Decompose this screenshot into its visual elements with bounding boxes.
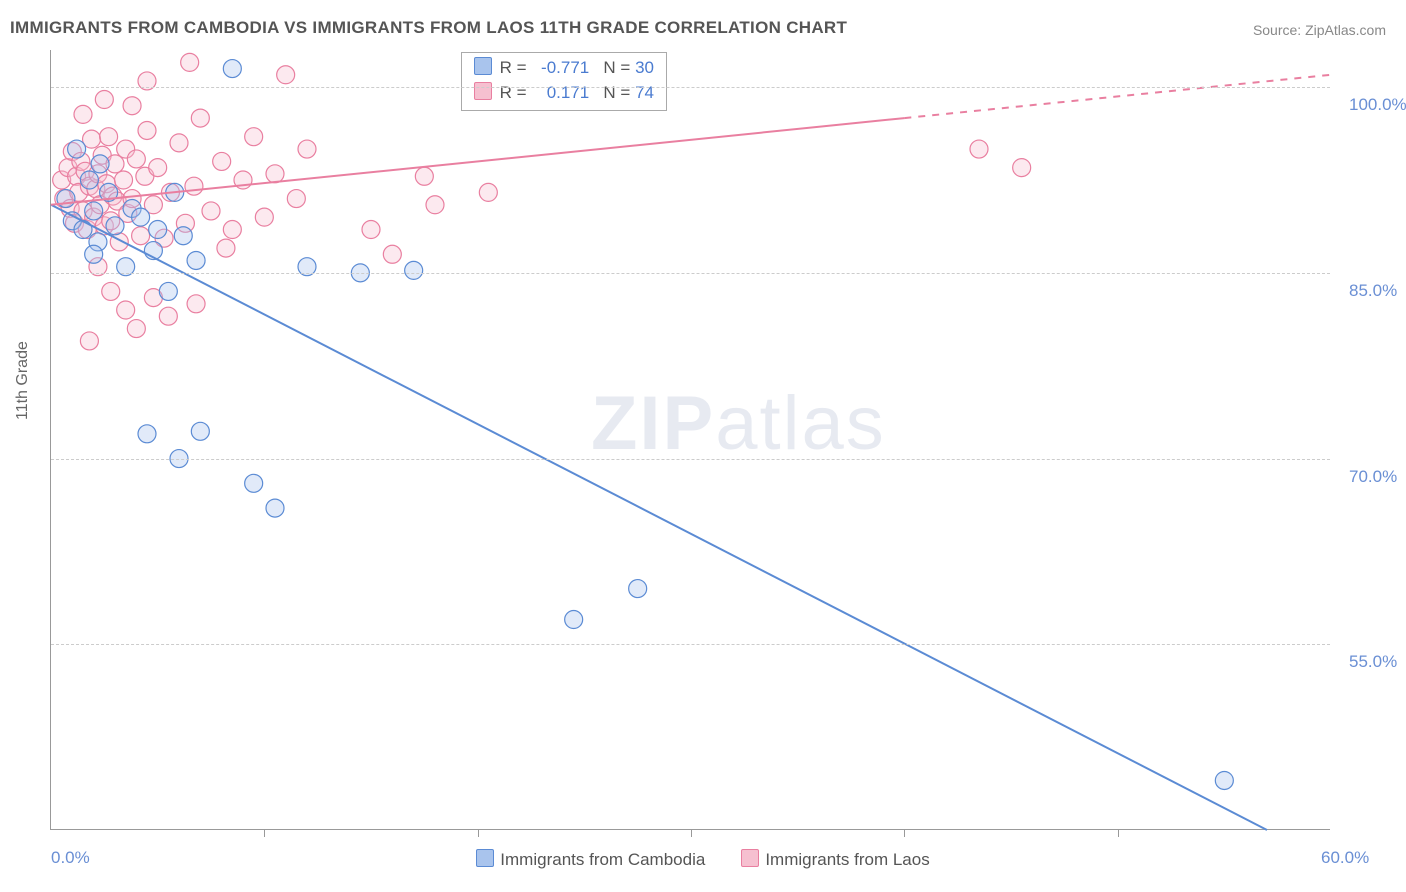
x-tick [691,829,692,837]
y-tick-label: 85.0% [1349,281,1397,301]
y-axis-label: 11th Grade [14,341,32,420]
stats-row: R = 0.171 N = 74 [474,81,654,106]
scatter-point [123,97,141,115]
scatter-point [132,227,150,245]
scatter-point [127,150,145,168]
scatter-point [159,282,177,300]
y-tick-label: 100.0% [1349,95,1406,115]
scatter-point [298,140,316,158]
stat-n-value: 30 [635,56,654,81]
scatter-point [217,239,235,257]
scatter-point [255,208,273,226]
scatter-point [95,91,113,109]
grid-line [51,459,1330,460]
scatter-point [80,171,98,189]
scatter-point [287,190,305,208]
scatter-point [149,221,167,239]
scatter-point [138,425,156,443]
chart-title: IMMIGRANTS FROM CAMBODIA VS IMMIGRANTS F… [10,18,847,38]
scatter-point [223,221,241,239]
x-tick [478,829,479,837]
scatter-point [1215,771,1233,789]
scatter-point [277,66,295,84]
x-tick [904,829,905,837]
stats-row: R = -0.771 N = 30 [474,56,654,81]
y-tick-label: 55.0% [1349,652,1397,672]
legend-bottom: Immigrants from Cambodia Immigrants from … [0,849,1406,870]
scatter-point [74,221,92,239]
scatter-point [415,167,433,185]
source-attribution: Source: ZipAtlas.com [1253,22,1386,38]
chart-container: IMMIGRANTS FROM CAMBODIA VS IMMIGRANTS F… [0,0,1406,892]
legend-item: Immigrants from Laos [741,849,929,870]
scatter-point [213,152,231,170]
scatter-point [191,422,209,440]
scatter-point [174,227,192,245]
scatter-point [191,109,209,127]
scatter-point [106,217,124,235]
scatter-point [629,580,647,598]
scatter-point [74,105,92,123]
scatter-point [159,307,177,325]
scatter-point [202,202,220,220]
scatter-point [138,121,156,139]
scatter-point [117,301,135,319]
scatter-point [181,53,199,71]
legend-label: Immigrants from Laos [765,850,929,869]
scatter-point [479,183,497,201]
scatter-point [266,499,284,517]
scatter-point [115,171,133,189]
scatter-point [149,159,167,177]
legend-item: Immigrants from Cambodia [476,849,705,870]
scatter-point [970,140,988,158]
plot-area: ZIPatlas R = -0.771 N = 30R = 0.171 N = … [50,50,1330,830]
scatter-point [187,251,205,269]
stat-r-value: -0.771 [531,56,589,81]
stat-n-value: 74 [635,81,654,106]
scatter-point [85,202,103,220]
scatter-point [102,282,120,300]
scatter-point [245,474,263,492]
legend-swatch [474,82,492,100]
regression-line-solid [51,118,904,205]
scatter-point [1013,159,1031,177]
scatter-point [68,140,86,158]
scatter-point [383,245,401,263]
scatter-point [245,128,263,146]
legend-swatch [476,849,494,867]
scatter-point [100,128,118,146]
grid-line [51,644,1330,645]
x-tick [264,829,265,837]
stats-legend-box: R = -0.771 N = 30R = 0.171 N = 74 [461,52,667,111]
legend-swatch [474,57,492,75]
scatter-point [187,295,205,313]
stat-r-value: 0.171 [531,81,589,106]
regression-line [51,205,1267,830]
scatter-point [170,134,188,152]
legend-label: Immigrants from Cambodia [500,850,705,869]
grid-line [51,273,1330,274]
scatter-point [127,320,145,338]
scatter-point [91,155,109,173]
scatter-point [85,245,103,263]
legend-swatch [741,849,759,867]
scatter-point [426,196,444,214]
x-tick [1118,829,1119,837]
scatter-point [405,261,423,279]
scatter-point [80,332,98,350]
scatter-point [565,611,583,629]
scatter-point [185,177,203,195]
scatter-point [132,208,150,226]
plot-svg [51,50,1330,829]
y-tick-label: 70.0% [1349,467,1397,487]
regression-line-dashed [904,75,1331,118]
scatter-point [362,221,380,239]
grid-line [51,87,1330,88]
scatter-point [266,165,284,183]
scatter-point [223,60,241,78]
